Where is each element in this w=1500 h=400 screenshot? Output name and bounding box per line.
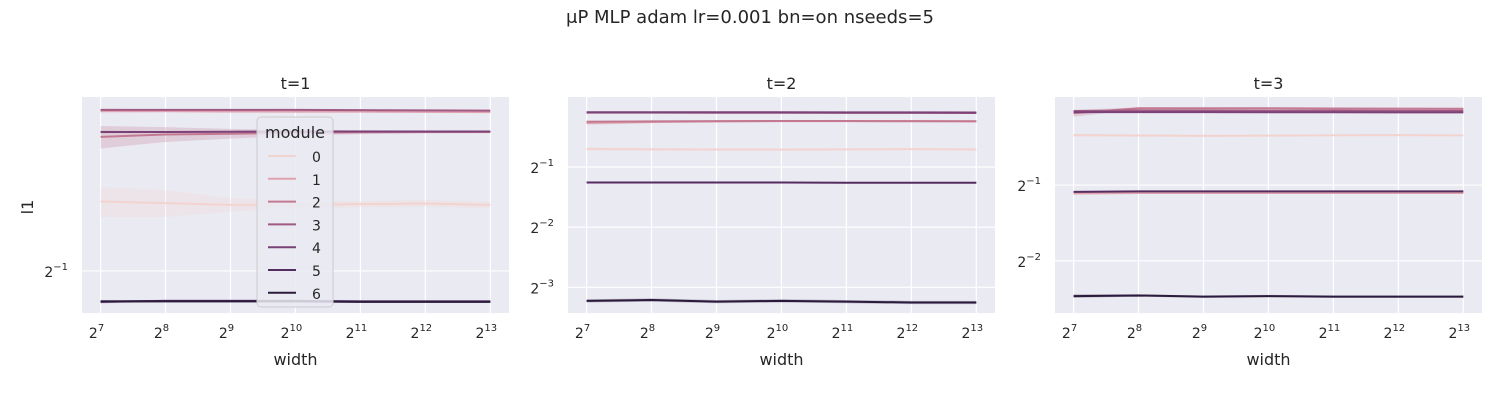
series-6-line [586, 299, 977, 304]
x-tick-label: 27 [89, 323, 104, 342]
x-tick-label: 211 [832, 323, 854, 342]
x-tick-label: 210 [281, 323, 303, 342]
panel-3: 27 28 29 210 211 212 213 2−1 2−2 t=3 width [1017, 74, 1482, 369]
legend-frame [256, 116, 334, 308]
x-tick-label: 212 [411, 323, 433, 342]
x-tick-label: 210 [1254, 323, 1276, 342]
y-tick-label: 2−2 [530, 218, 554, 237]
y-tick-label: 2−1 [44, 262, 68, 281]
x-tick-label: 212 [1384, 323, 1406, 342]
y-tick-label: 2−3 [530, 278, 554, 297]
x-tick-label: 213 [961, 323, 983, 342]
x-tick-label: 211 [346, 323, 368, 342]
legend-label-3: 3 [312, 218, 321, 234]
y-tick-label: 2−1 [1017, 176, 1041, 195]
series-2-line [586, 119, 977, 123]
y-tick-label: 2−2 [1017, 252, 1041, 271]
legend-label-1: 1 [312, 173, 321, 189]
panel-2: 27 28 29 210 211 212 213 2−1 2−2 2−3 t=2 width [530, 74, 995, 369]
x-tick-label: 213 [475, 323, 497, 342]
x-axis-label: width [1246, 350, 1290, 369]
legend-label-5: 5 [312, 264, 321, 280]
x-tick-label: 212 [897, 323, 919, 342]
x-tick-label: 27 [575, 323, 590, 342]
panel-title: t=2 [767, 74, 797, 93]
legend: module 0 1 2 3 4 5 6 [256, 116, 334, 308]
series-6-line [1073, 294, 1464, 298]
legend-title: module [265, 123, 325, 142]
x-tick-label: 29 [705, 323, 720, 342]
series-0-line [586, 148, 977, 151]
panel-title: t=3 [1254, 74, 1284, 93]
x-axis-label: width [759, 350, 803, 369]
series-3-line [1073, 109, 1464, 113]
x-tick-label: 28 [640, 323, 655, 342]
x-tick-label: 28 [154, 323, 169, 342]
x-tick-label: 29 [1192, 323, 1207, 342]
series-1-line [100, 110, 491, 114]
x-tick-label: 29 [219, 323, 234, 342]
y-tick-label: 2−1 [530, 158, 554, 177]
legend-label-4: 4 [312, 241, 321, 257]
legend-label-6: 6 [312, 287, 321, 303]
y-axis-label: l1 [18, 200, 37, 215]
x-tick-label: 210 [767, 323, 789, 342]
panel-title: t=1 [281, 74, 311, 93]
x-tick-label: 28 [1127, 323, 1142, 342]
series-3-line [100, 108, 491, 112]
x-tick-label: 27 [1062, 323, 1077, 342]
legend-label-2: 2 [312, 196, 321, 212]
figure-title: μP MLP adam lr=0.001 bn=on nseeds=5 [566, 7, 934, 28]
series-0-line [1073, 134, 1464, 137]
x-axis-label: width [273, 350, 317, 369]
series-2-line [1073, 107, 1464, 115]
x-tick-label: 213 [1448, 323, 1470, 342]
x-tick-label: 211 [1319, 323, 1341, 342]
legend-label-0: 0 [312, 150, 321, 166]
